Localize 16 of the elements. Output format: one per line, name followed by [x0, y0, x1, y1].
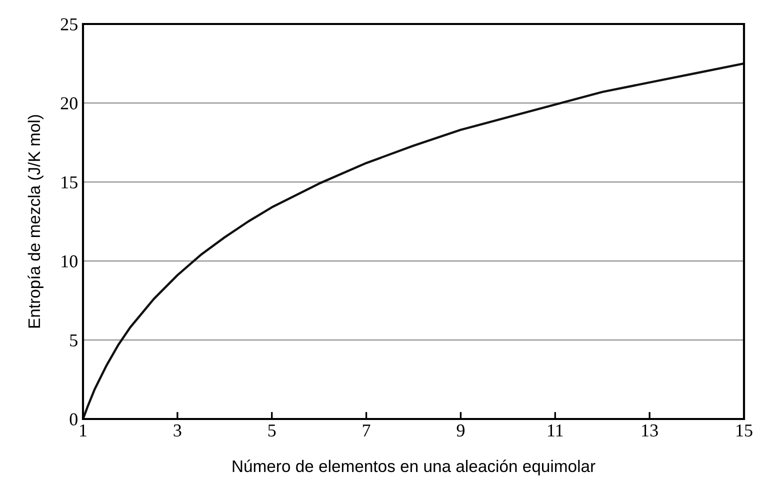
y-axis-title: Entropía de mezcla (J/K mol) [28, 115, 44, 328]
x-tick-label: 1 [80, 424, 86, 436]
y-tick-label: 25 [60, 18, 78, 30]
y-tick-label: 15 [62, 176, 78, 188]
y-tick-label: 20 [60, 97, 78, 110]
x-tick-label: 13 [642, 424, 658, 437]
x-axis-title: Número de elementos en una aleación equimolar [232, 460, 596, 476]
x-tick-label: 3 [174, 424, 182, 437]
y-tick-label: 10 [62, 255, 78, 268]
y-tick-label: 0 [70, 413, 78, 426]
x-tick-label: 5 [268, 424, 276, 437]
y-tick-label: 5 [70, 334, 78, 346]
x-tick-label: 11 [548, 424, 563, 436]
x-tick-label: 7 [362, 424, 370, 436]
x-tick-label: 15 [736, 424, 752, 437]
x-tick-label: 9 [456, 424, 464, 437]
